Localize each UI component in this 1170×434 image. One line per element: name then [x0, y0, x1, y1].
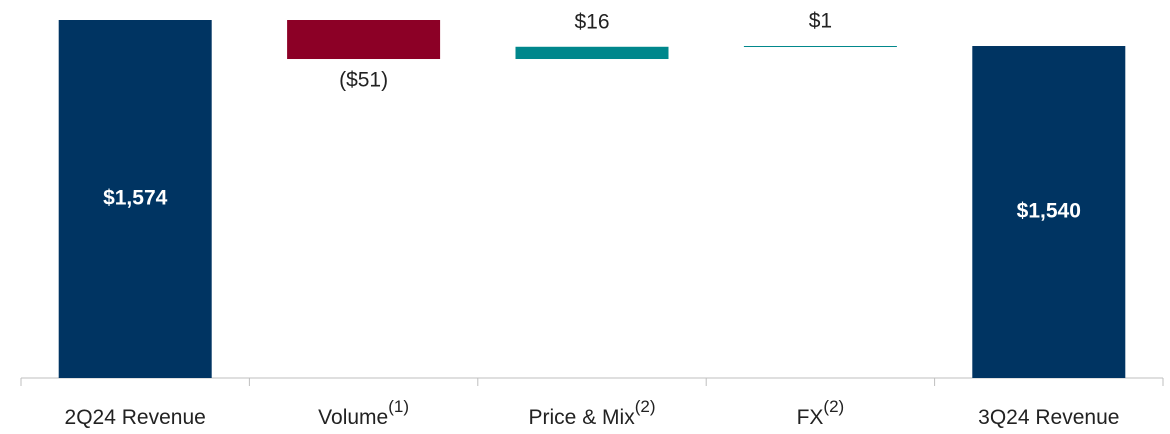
bar — [287, 20, 441, 60]
x-tick-label: Price & Mix(2) — [529, 397, 656, 428]
x-tick-label: FX(2) — [797, 397, 845, 428]
x-tick-label: 2Q24 Revenue — [65, 406, 206, 429]
value-label: $16 — [574, 10, 609, 33]
footnote-ref: (1) — [388, 397, 409, 416]
value-label: $1,540 — [1017, 200, 1081, 223]
category-name: 3Q24 Revenue — [978, 406, 1119, 429]
footnote-ref: (2) — [635, 397, 656, 416]
category-name: Price & Mix — [529, 406, 636, 429]
footnote-ref: (2) — [823, 397, 844, 416]
x-tick-label: 3Q24 Revenue — [978, 406, 1119, 429]
value-label: $1 — [809, 10, 832, 33]
category-name: FX — [797, 406, 824, 429]
bar — [743, 46, 897, 48]
category-name: Volume — [318, 406, 388, 429]
category-name: 2Q24 Revenue — [65, 406, 206, 429]
bar — [972, 46, 1126, 379]
value-label: $1,574 — [103, 187, 168, 210]
bar — [515, 46, 669, 60]
bar — [58, 20, 212, 378]
x-tick-label: Volume(1) — [318, 397, 409, 428]
value-label: ($51) — [339, 69, 388, 92]
